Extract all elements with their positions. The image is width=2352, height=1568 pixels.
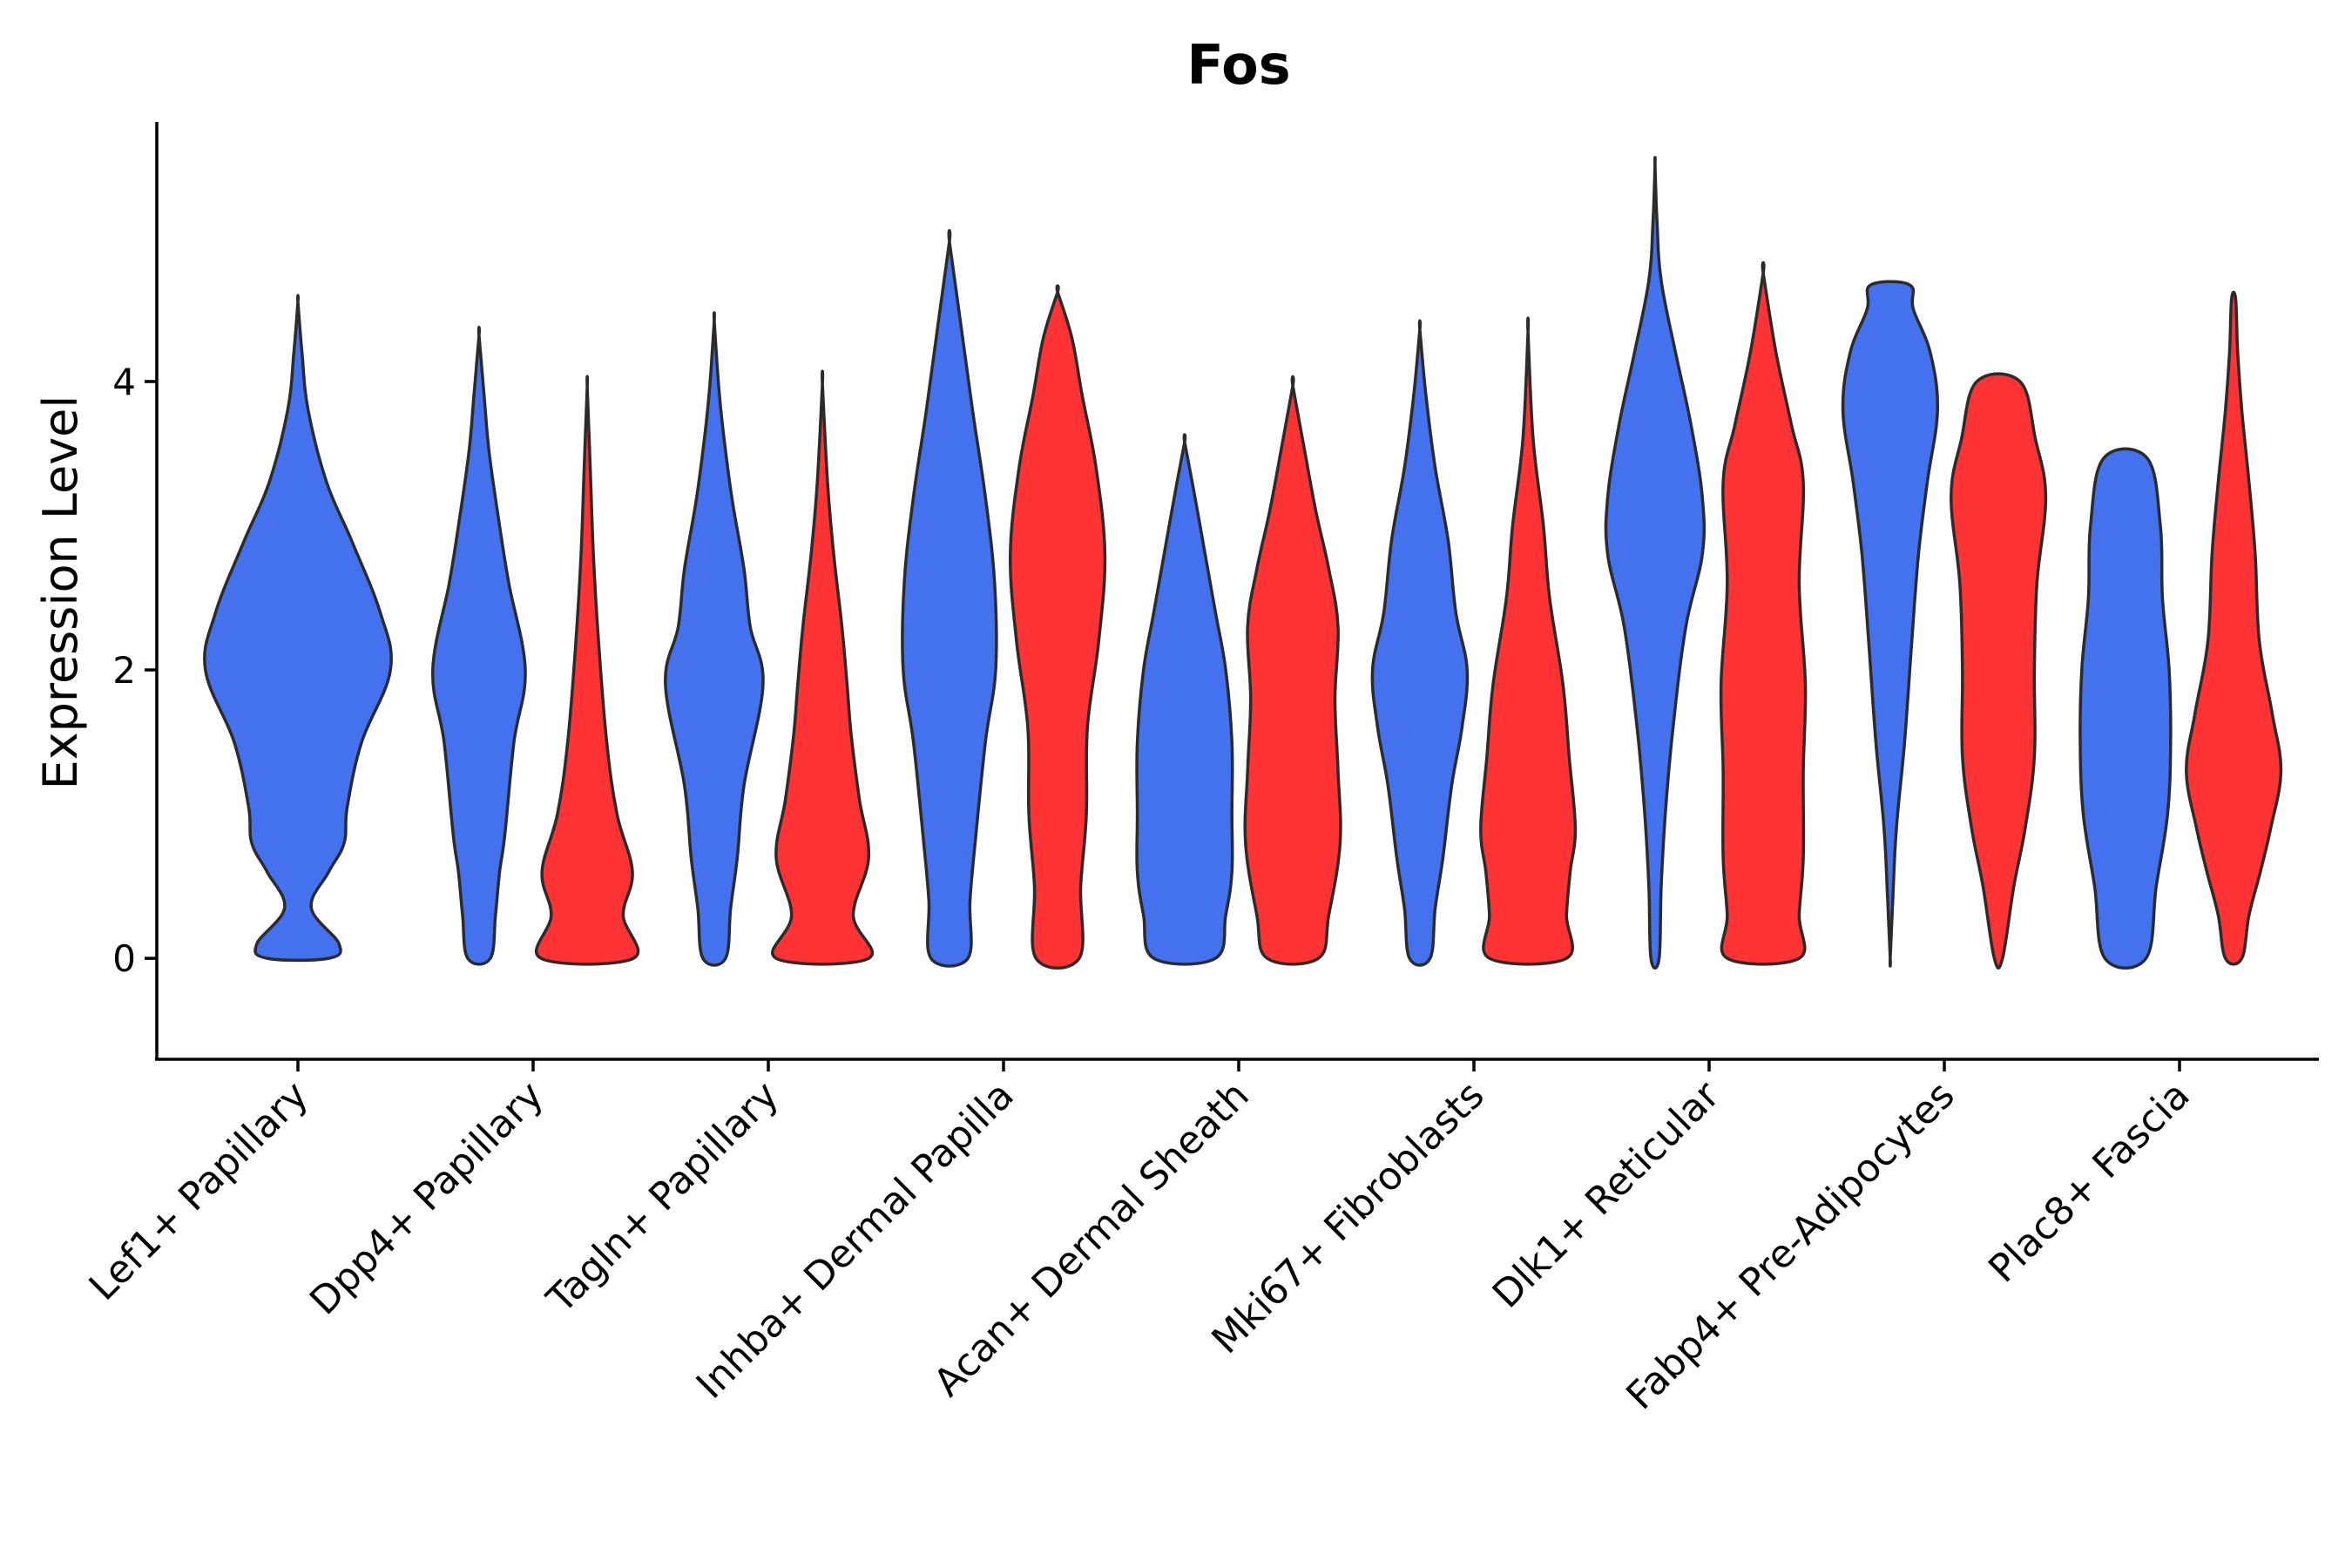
violin-blue-cat-5 bbox=[1370, 319, 1470, 967]
y-tick-label: 2 bbox=[112, 649, 136, 692]
violin-blue-cat-1 bbox=[431, 325, 527, 966]
y-tick-label: 0 bbox=[112, 937, 136, 980]
violin-red-cat-1 bbox=[534, 375, 640, 966]
x-tick-label: Tagln+ Papillary bbox=[538, 1073, 787, 1322]
x-tick-label: Dlk1+ Reticular bbox=[1484, 1072, 1729, 1317]
violin-blue-cat-7 bbox=[1841, 280, 1939, 968]
violin-red-cat-7 bbox=[1950, 372, 2048, 970]
violin-red-cat-4 bbox=[1243, 375, 1342, 966]
violin-blue-cat-4 bbox=[1135, 433, 1234, 966]
violin-blue-cat-2 bbox=[664, 311, 765, 967]
violin-red-cat-8 bbox=[2185, 290, 2283, 966]
x-tick-label: Dpp4+ Papillary bbox=[301, 1073, 552, 1324]
violin-red-cat-5 bbox=[1479, 316, 1578, 966]
violin-red-cat-2 bbox=[771, 369, 875, 966]
chart-title: Fos bbox=[1186, 33, 1290, 97]
y-tick-label: 4 bbox=[112, 361, 136, 403]
violin-blue-cat-3 bbox=[901, 228, 998, 968]
y-axis-label: Expression Level bbox=[33, 395, 88, 790]
violin-blue-cat-6 bbox=[1604, 155, 1707, 970]
y-axis-ticks: 0 2 4 bbox=[112, 361, 157, 980]
violin-layer bbox=[203, 155, 2283, 970]
violin-blue-cat-0 bbox=[203, 294, 393, 963]
violin-red-cat-6 bbox=[1719, 260, 1808, 966]
violin-blue-cat-8 bbox=[2078, 447, 2173, 970]
x-tick-label: Plac8+ Fascia bbox=[1980, 1073, 2199, 1292]
violin-red-cat-3 bbox=[1009, 284, 1107, 970]
x-tick-label: Mki67+ Fibroblasts bbox=[1203, 1073, 1492, 1362]
x-tick-label: Lef1+ Papillary bbox=[81, 1073, 317, 1309]
